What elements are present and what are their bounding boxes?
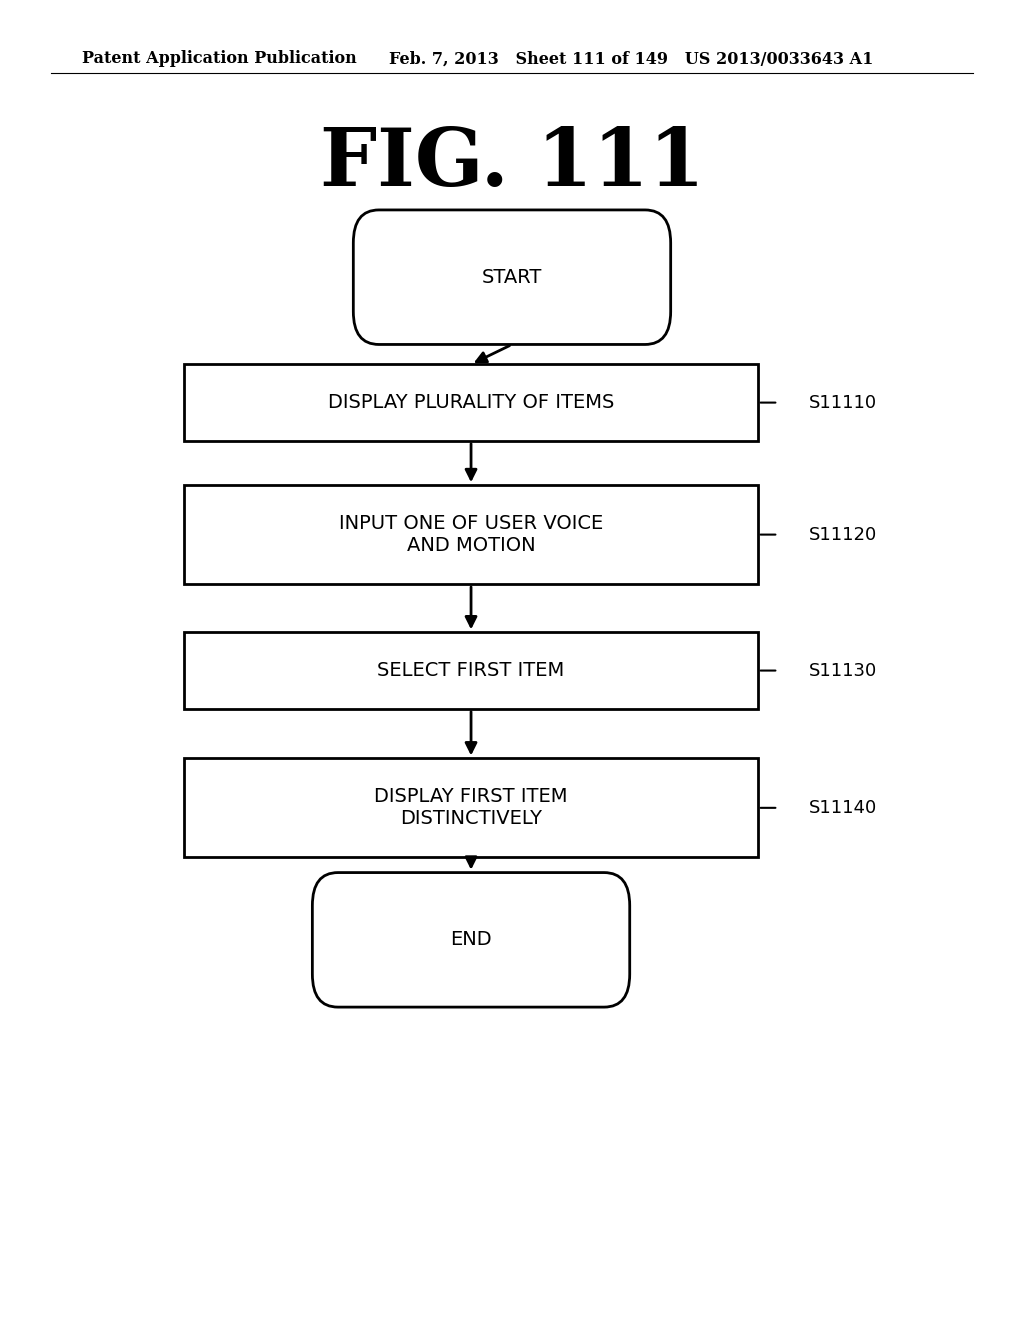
Text: Patent Application Publication: Patent Application Publication [82,50,356,67]
Text: SELECT FIRST ITEM: SELECT FIRST ITEM [378,661,564,680]
Text: Feb. 7, 2013   Sheet 111 of 149   US 2013/0033643 A1: Feb. 7, 2013 Sheet 111 of 149 US 2013/00… [389,50,873,67]
Text: FIG. 111: FIG. 111 [319,125,705,203]
Text: INPUT ONE OF USER VOICE
AND MOTION: INPUT ONE OF USER VOICE AND MOTION [339,513,603,556]
Bar [184,486,758,583]
Bar [184,632,758,709]
Text: S11130: S11130 [809,661,878,680]
FancyBboxPatch shape [353,210,671,345]
Text: S11140: S11140 [809,799,878,817]
FancyBboxPatch shape [312,873,630,1007]
Text: S11110: S11110 [809,393,878,412]
Text: START: START [482,268,542,286]
Text: S11120: S11120 [809,525,878,544]
Text: DISPLAY FIRST ITEM
DISTINCTIVELY: DISPLAY FIRST ITEM DISTINCTIVELY [375,787,567,829]
Text: END: END [451,931,492,949]
Bar [184,364,758,441]
Bar [184,758,758,858]
Text: DISPLAY PLURALITY OF ITEMS: DISPLAY PLURALITY OF ITEMS [328,393,614,412]
